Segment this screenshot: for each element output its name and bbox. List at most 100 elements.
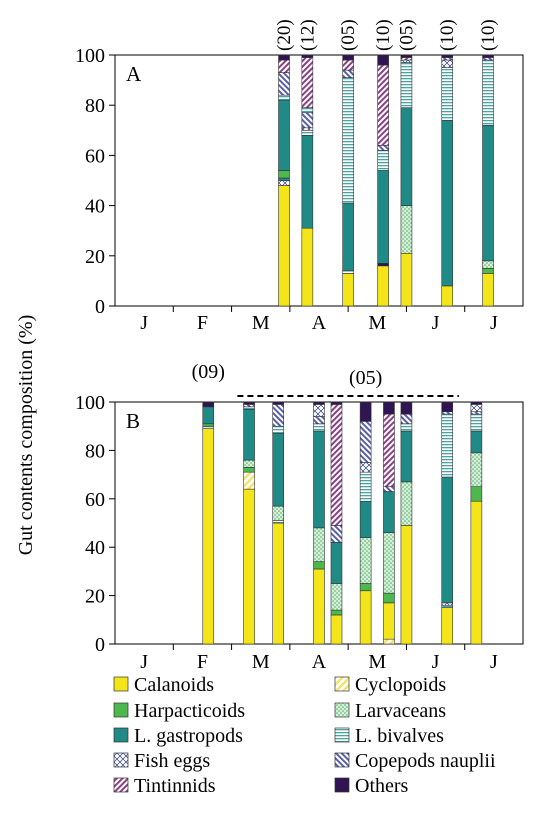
panel-b: 0 20 40 60 80 100 J F M A M J J B (09) (05)	[75, 361, 524, 673]
legend-swatch	[113, 752, 129, 768]
bar-segment-copepods-nauplii	[400, 413, 413, 425]
bar-segment-calanoids	[400, 525, 413, 645]
month-label: A	[312, 312, 327, 334]
sample-size-label: (10)	[478, 19, 499, 51]
bar-segment-fish-eggs	[301, 127, 314, 131]
stacked-bar	[441, 401, 454, 645]
bar-segment-l-bivalves	[400, 423, 413, 432]
bar-segment-calanoids	[243, 488, 255, 645]
bar-segment-fish-eggs	[441, 602, 454, 606]
bar-segment-l-gastropods	[278, 177, 290, 181]
legend-item-tintinnids: Tintinnids	[113, 775, 216, 797]
panel-label: A	[126, 62, 142, 86]
bar-segment-calanoids	[330, 614, 343, 645]
y-tick-label: 20	[85, 246, 105, 268]
month-label: J	[432, 651, 440, 673]
bar-segment-others	[400, 401, 413, 415]
legend-label: Calanoids	[134, 674, 214, 696]
bar-segment-others	[359, 401, 372, 422]
stacked-bar	[383, 401, 395, 645]
bar-segment-l-gastropods	[377, 170, 389, 264]
bar-segment-copepods-nauplii	[278, 72, 290, 96]
bar-segment-l-bivalves	[441, 604, 454, 609]
y-tick-label: 0	[95, 296, 105, 318]
legend-label: Larvaceans	[355, 700, 446, 722]
bar-segment-larvaceans	[313, 527, 325, 563]
bar-segment-l-bivalves	[359, 471, 372, 502]
bar-segment-calanoids	[377, 265, 389, 307]
legend-swatch	[113, 702, 129, 718]
bar-segment-l-bivalves	[243, 406, 255, 410]
bar-segment-tintinnids	[377, 64, 389, 146]
stacked-bar	[272, 401, 285, 645]
month-label: J	[490, 651, 498, 673]
bar-segment-l-bivalves	[301, 130, 314, 136]
sample-size-label: (12)	[297, 19, 318, 51]
bar-segment-l-bivalves	[377, 150, 389, 171]
bar-segment-calanoids	[482, 273, 494, 307]
bar-segment-larvaceans	[400, 205, 413, 254]
legend-item-harpacticoids: Harpacticoids	[113, 700, 245, 722]
bar-segment-others	[342, 54, 354, 61]
bar-segment-larvaceans	[482, 260, 494, 269]
month-label: J	[140, 651, 148, 673]
bar-segment-others	[482, 54, 494, 58]
bar-segment-l-bivalves	[278, 94, 290, 101]
legend-item-cyclopoids: Cyclopoids	[334, 674, 446, 696]
bar-segment-l-gastropods	[383, 491, 395, 533]
stacked-bar	[470, 401, 483, 645]
sample-size-label: (10)	[373, 19, 394, 51]
bar-segment-l-gastropods	[202, 406, 215, 425]
legend-swatch	[334, 676, 350, 692]
bar-segment-others	[470, 401, 483, 405]
stacked-bar	[313, 401, 325, 645]
bar-segment-calanoids	[202, 428, 215, 645]
month-label: J	[432, 312, 440, 334]
bar-segment-tintinnids	[301, 57, 314, 109]
bar-segment-others	[313, 401, 325, 405]
legend-item-copepods-nauplii: Copepods nauplii	[334, 750, 496, 772]
bar-segment-l-bivalves	[272, 520, 285, 524]
bar-segment-harpacticoids	[470, 486, 483, 502]
bar-segment-calanoids	[313, 568, 325, 645]
bar-segment-copepods-nauplii	[377, 145, 389, 151]
bar-segment-l-gastropods	[301, 135, 314, 229]
bar-segment-l-bivalves	[470, 413, 483, 432]
legend: Calanoids Cyclopoids Harpacticoids Larvacea…	[113, 674, 496, 797]
bar-segment-larvaceans	[470, 452, 483, 488]
stacked-bar	[400, 401, 413, 645]
y-tick-label: 80	[85, 440, 105, 462]
bar-segment-l-gastropods	[272, 433, 285, 507]
stacked-bar	[202, 401, 215, 645]
bar-segment-others	[278, 54, 290, 61]
bar-segment-calanoids	[342, 273, 354, 307]
legend-swatch	[113, 727, 129, 743]
bar-segment-harpacticoids	[243, 467, 255, 473]
y-axis-label: Gut contents composition (%)	[15, 315, 37, 556]
bar-segment-l-gastropods	[441, 119, 454, 287]
bar-segment-others	[202, 401, 215, 408]
bar-segment-l-gastropods	[342, 202, 354, 272]
bar-segment-copepods-nauplii	[243, 404, 255, 408]
sample-size-label: (05)	[349, 367, 382, 389]
legend-swatch	[334, 702, 350, 718]
legend-item-calanoids: Calanoids	[113, 674, 214, 696]
bar-segment-others	[383, 401, 395, 415]
bar-segment-l-gastropods	[313, 430, 325, 529]
sample-size-label: (05)	[338, 19, 359, 51]
y-tick-label: 20	[85, 586, 105, 608]
bar-segment-fish-eggs	[470, 404, 483, 412]
stacked-bar	[441, 54, 454, 307]
bar-segment-tintinnids	[342, 59, 354, 71]
bar-segment-l-gastropods	[470, 430, 483, 454]
legend-swatch	[334, 777, 350, 793]
y-tick-label: 60	[85, 145, 105, 167]
legend-swatch	[334, 752, 350, 768]
bar-segment-l-gastropods	[278, 99, 290, 171]
bar-segment-larvaceans	[359, 537, 372, 584]
month-label: A	[312, 651, 327, 673]
legend-item-l-bivalves: L. bivalves	[334, 725, 444, 747]
bar-segment-harpacticoids	[202, 423, 215, 427]
